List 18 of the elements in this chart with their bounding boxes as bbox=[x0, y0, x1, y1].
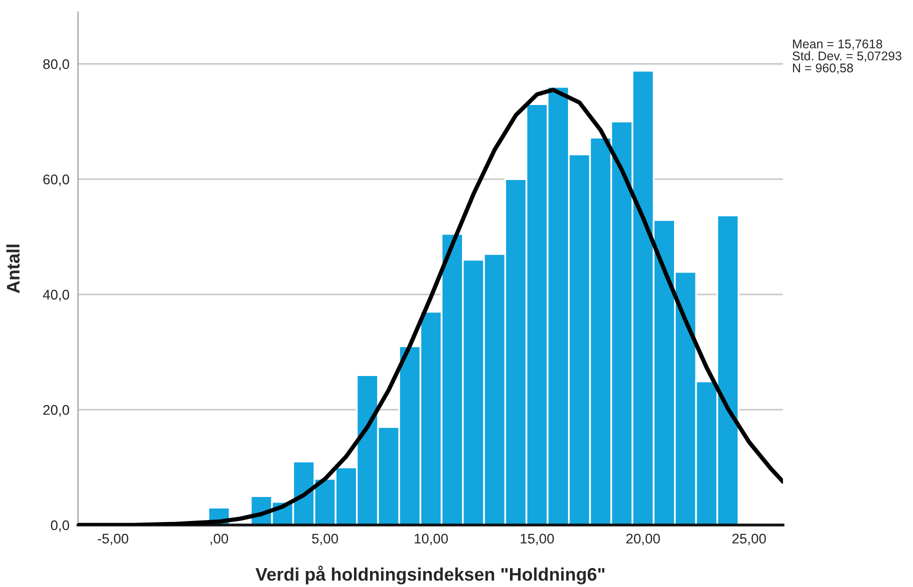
text: N = 960,58 bbox=[793, 64, 853, 74]
text: Std. Dev. = 5,07293 bbox=[792, 51, 902, 62]
y-tick-label: 60,0 bbox=[43, 174, 70, 186]
text: Mean = 15,7618 bbox=[793, 40, 882, 50]
y-tick-label: 20,0 bbox=[43, 405, 70, 417]
x-tick-label: 25,00 bbox=[732, 534, 766, 546]
x-tick-label: ,00 bbox=[210, 534, 228, 546]
x-tick-label: 10,00 bbox=[414, 534, 448, 546]
x-axis-title: Verdi på holdningsindeksen "Holdning6" bbox=[256, 566, 604, 584]
x-tick-label: 15,00 bbox=[520, 534, 554, 546]
y-tick-label: 80,0 bbox=[43, 59, 70, 71]
line-series bbox=[78, 88, 783, 525]
x-tick-label: -5,00 bbox=[98, 534, 128, 546]
y-tick-label: 0,0 bbox=[50, 520, 70, 532]
y-tick-label: 40,0 bbox=[42, 290, 70, 302]
x-tick-label: 5,00 bbox=[312, 534, 338, 546]
x-tick-label: 20,00 bbox=[626, 534, 660, 546]
y-axis-title: Antall bbox=[6, 244, 20, 294]
